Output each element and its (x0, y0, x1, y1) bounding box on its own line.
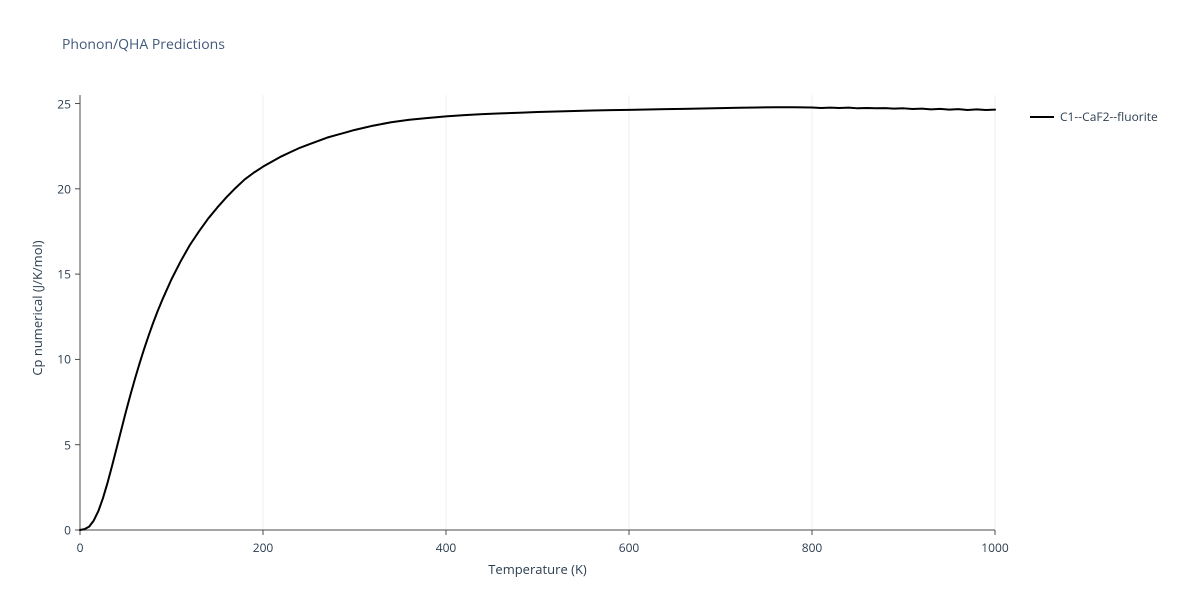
y-tick-label: 10 (57, 351, 71, 368)
y-axis-label: Cp numerical (J/K/mol) (28, 228, 46, 388)
x-tick-label: 400 (436, 539, 457, 556)
x-tick-label: 800 (802, 539, 823, 556)
legend-series-label: C1--CaF2--fluorite (1060, 108, 1158, 125)
x-tick-label: 0 (77, 539, 84, 556)
y-tick-label: 5 (64, 436, 71, 453)
y-tick-label: 20 (57, 180, 71, 197)
legend: C1--CaF2--fluorite (1030, 108, 1158, 125)
x-tick-label: 1000 (981, 539, 1008, 556)
x-tick-label: 200 (253, 539, 274, 556)
x-tick-label: 600 (619, 539, 640, 556)
plot-svg (0, 0, 1200, 600)
y-tick-label: 0 (64, 522, 71, 539)
y-tick-label: 15 (57, 266, 71, 283)
chart-container: Phonon/QHA Predictions Temperature (K) C… (0, 0, 1200, 600)
y-tick-label: 25 (57, 95, 71, 112)
x-axis-label: Temperature (K) (478, 560, 598, 578)
legend-line-sample (1030, 116, 1054, 118)
